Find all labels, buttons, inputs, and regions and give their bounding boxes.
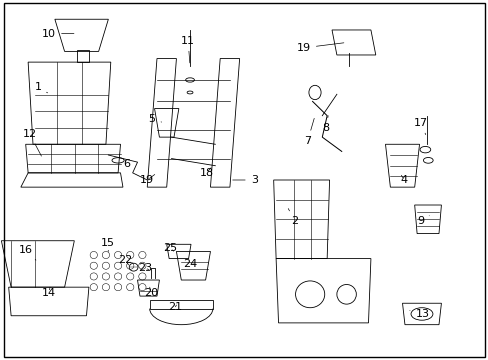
- Text: 10: 10: [42, 28, 74, 39]
- Text: 23: 23: [138, 262, 152, 273]
- Text: 15: 15: [100, 238, 114, 251]
- Text: 24: 24: [183, 259, 197, 269]
- Text: 21: 21: [168, 302, 182, 312]
- Text: 4: 4: [400, 175, 407, 185]
- Text: 17: 17: [413, 118, 427, 135]
- Text: 7: 7: [304, 118, 314, 146]
- Text: 5: 5: [148, 114, 161, 124]
- Text: 1: 1: [34, 82, 47, 93]
- Text: 19: 19: [140, 175, 154, 185]
- Text: 18: 18: [199, 168, 213, 178]
- Text: 9: 9: [416, 216, 428, 226]
- Text: 13: 13: [409, 309, 428, 319]
- Text: 8: 8: [322, 116, 329, 133]
- Text: 12: 12: [22, 129, 41, 156]
- Bar: [77, 50, 89, 62]
- Text: 22: 22: [118, 255, 132, 265]
- Text: 11: 11: [181, 36, 195, 63]
- Bar: [149, 300, 212, 309]
- Text: 14: 14: [42, 287, 56, 297]
- Text: 16: 16: [19, 245, 36, 260]
- Text: 20: 20: [144, 287, 158, 297]
- Text: 25: 25: [163, 243, 177, 253]
- Text: 2: 2: [287, 208, 298, 226]
- Text: 3: 3: [232, 175, 257, 185]
- Text: 6: 6: [123, 159, 130, 169]
- Text: 19: 19: [296, 43, 343, 53]
